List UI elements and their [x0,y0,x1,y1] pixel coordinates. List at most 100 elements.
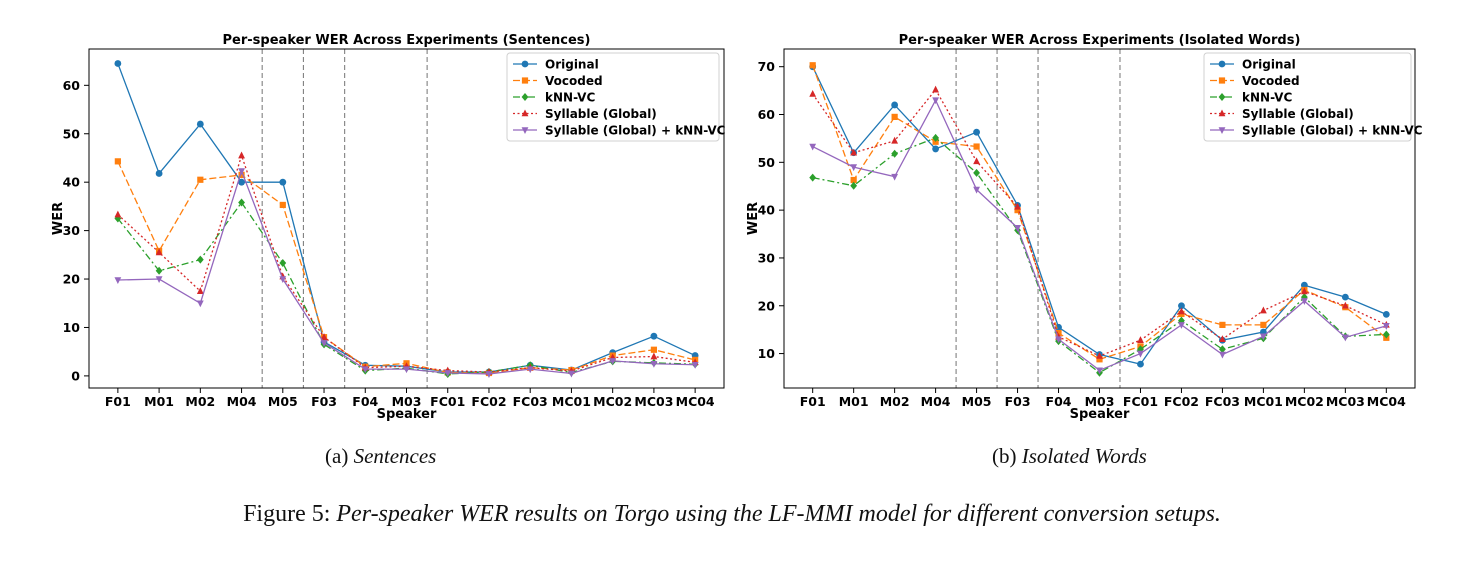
legend-label: Syllable (Global) + kNN-VC [545,124,726,138]
data-point [361,366,369,374]
plot-frame [88,48,725,389]
data-point [891,149,899,158]
data-point [1137,345,1144,354]
x-axis-label: Speaker [377,407,437,422]
data-point [1382,330,1390,339]
data-point [891,136,899,144]
legend-marker [521,93,529,101]
data-point [891,173,899,181]
data-point [114,210,122,218]
subcaption-a-text: Sentences [353,444,437,468]
data-point [526,366,534,374]
data-point [1260,321,1267,328]
legend: Original Vocoded kNN-VC Syllable (Global) Sy… [1203,52,1423,142]
y-tick-label: 50 [63,126,81,141]
data-point [1382,323,1390,330]
legend-marker [1218,93,1226,101]
data-point [691,361,699,369]
data-point [1341,301,1349,309]
chart-sentences: Per-speaker WER Across Experiments (Sent… [51,33,726,422]
chart-title: Per-speaker WER Across Experiments (Sent… [223,33,591,48]
x-tick-label: MC04 [1367,394,1406,409]
x-tick-label: F01 [105,394,131,409]
x-tick-label: MC03 [1326,394,1365,409]
y-tick-label: 40 [758,203,776,218]
x-tick-label: M05 [962,394,992,409]
series-line [117,153,696,373]
data-point [444,370,452,377]
data-point [1219,351,1226,359]
data-point [850,164,858,172]
x-tick-label: M04 [227,394,257,409]
x-tick-label: F04 [1046,394,1072,409]
data-point [1096,356,1103,363]
data-point [196,300,204,308]
y-tick-label: 20 [63,272,81,287]
data-point [1259,333,1267,341]
data-point [196,120,204,128]
data-point [1178,307,1185,315]
x-tick-label: M01 [144,394,174,409]
data-point [155,266,163,275]
x-tick-label: MC04 [676,394,715,409]
data-point [1219,321,1226,328]
x-tick-label: MC03 [634,394,673,409]
x-tick-label: M05 [268,394,298,409]
data-point [196,287,204,294]
x-tick-label: M02 [880,394,910,409]
data-point [1219,335,1226,343]
data-point [279,276,287,284]
x-tick-label: FC01 [1123,394,1158,409]
x-tick-label: MC02 [1285,394,1324,409]
figure-caption: Figure 5: Per-speaker WER results on Tor… [0,501,1464,528]
data-point [238,151,245,159]
y-tick-label: 30 [758,250,776,265]
legend-marker [1218,60,1226,68]
x-tick-label: MC01 [552,394,591,409]
legend-marker [521,109,529,117]
data-point [238,178,245,186]
data-point [609,358,617,365]
data-point [320,333,328,340]
y-tick-label: 70 [758,59,776,74]
x-tick-label: FC03 [1205,394,1240,409]
subcaption-b-text: Isolated Words [1021,444,1147,468]
y-axis-label: WER [746,202,761,235]
legend-label: Syllable (Global) [545,107,657,121]
data-point [1382,310,1390,318]
legend-box [506,52,720,142]
data-point [238,198,245,207]
data-point [279,259,287,268]
series-knn-vc [809,133,1390,377]
data-point [320,340,328,347]
y-axis-label: WER [51,202,66,235]
data-point [568,370,575,378]
data-point [279,178,287,186]
data-point [1300,287,1308,295]
x-tick-label: M03 [392,394,422,409]
x-tick-label: FC03 [513,394,548,409]
data-point [932,85,940,93]
series-syllable-global- [114,151,699,375]
data-point [650,360,658,368]
data-point [809,143,817,151]
x-tick-label: F03 [311,394,337,409]
x-tick-label: M01 [839,394,869,409]
data-point [1178,302,1185,310]
subcaption-b-label: (b) [992,444,1017,468]
plot-frame [783,48,1416,389]
legend-label: kNN-VC [1242,91,1292,105]
data-point [1137,350,1144,358]
data-point [1178,322,1185,329]
legend: Original Vocoded kNN-VC Syllable (Global) Sy… [506,52,726,142]
data-point [1300,298,1308,305]
data-point [973,168,980,177]
legend-label: Syllable (Global) + kNN-VC [1242,124,1423,138]
data-point [650,332,658,340]
legend-marker [1218,127,1226,134]
data-point [1219,345,1226,354]
subcaption-b: (b) Isolated Words [992,444,1147,469]
x-axis-label: Speaker [1070,407,1130,422]
x-tick-label: M02 [185,394,215,409]
